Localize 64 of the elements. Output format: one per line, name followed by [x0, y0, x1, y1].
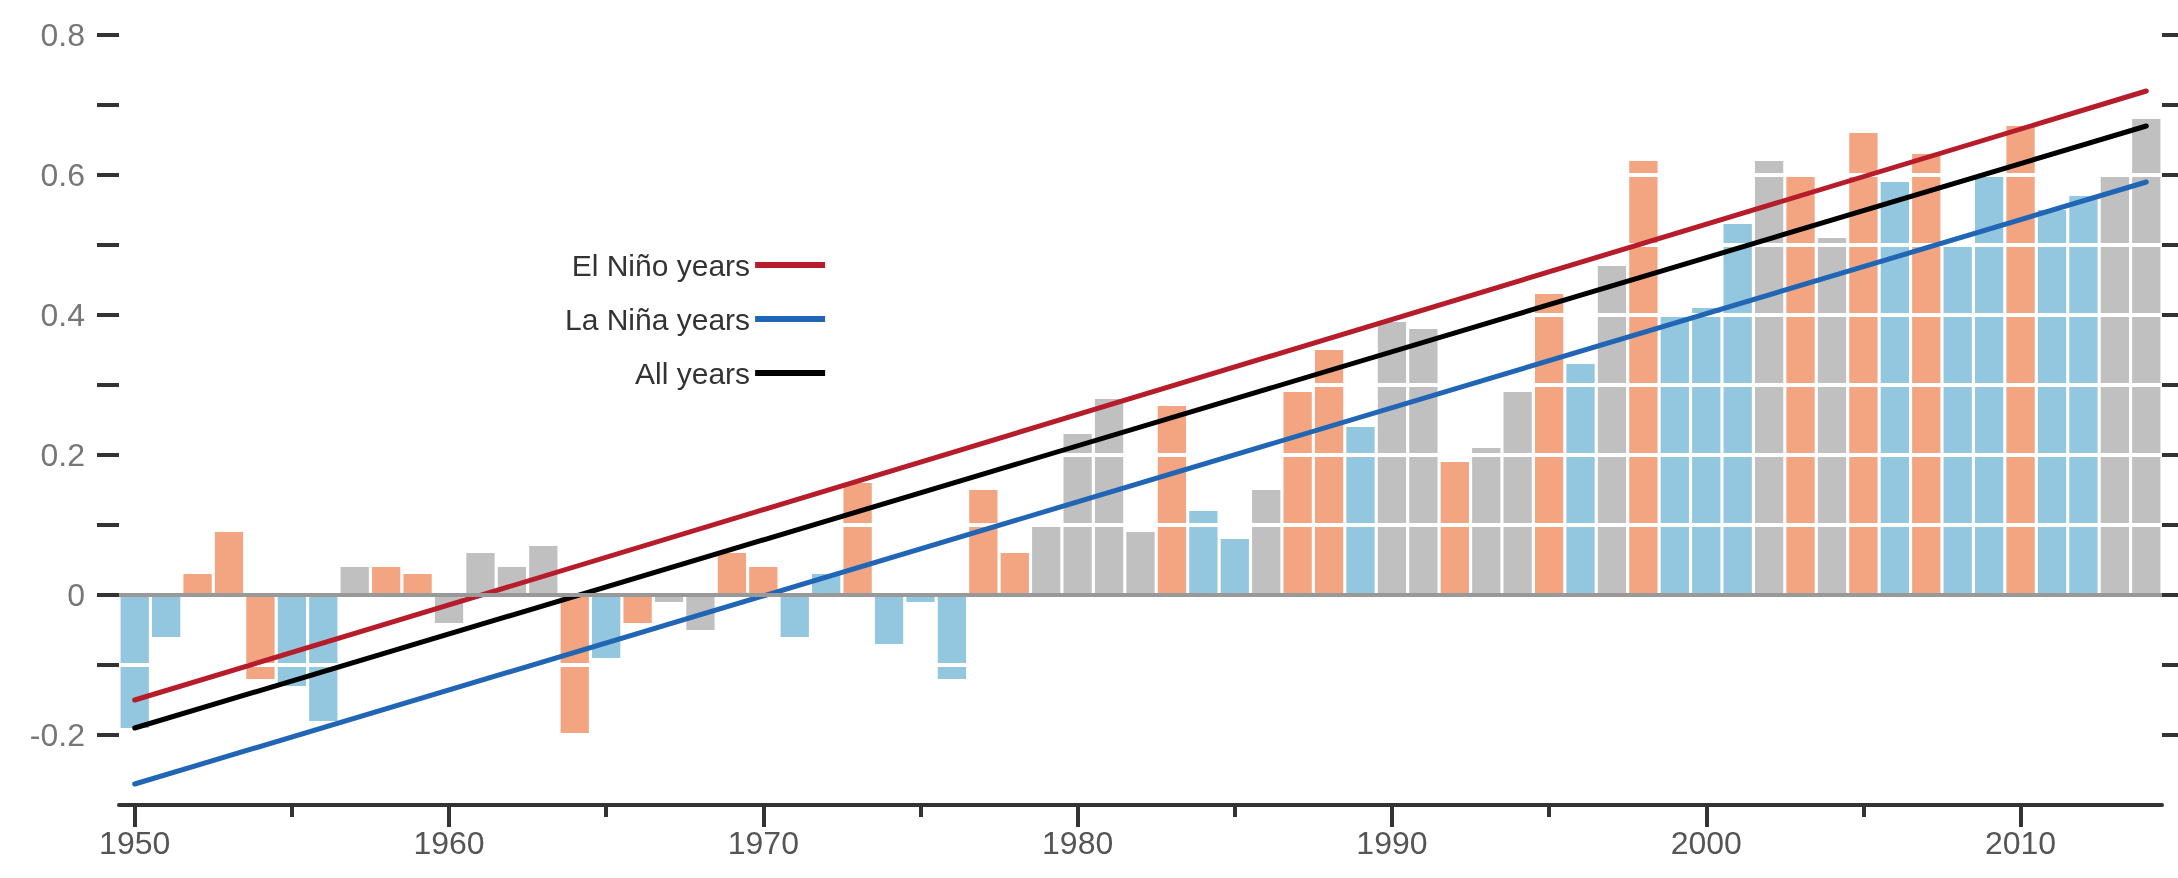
- bar: [1786, 175, 1815, 595]
- bar: [1629, 161, 1658, 595]
- bar: [1597, 266, 1627, 595]
- y-tick-label: 0.4: [40, 297, 85, 333]
- x-tick-label: 1950: [99, 825, 171, 861]
- x-tick-label: 2000: [1670, 825, 1742, 861]
- y-tick-label: 0.8: [40, 17, 85, 53]
- bar: [1817, 238, 1847, 595]
- bar: [214, 532, 244, 595]
- bar: [183, 574, 212, 595]
- x-tick-label: 1970: [727, 825, 799, 861]
- bar: [1534, 294, 1564, 595]
- bar: [1409, 329, 1438, 595]
- bar: [403, 574, 432, 595]
- bar: [1063, 434, 1092, 595]
- bar: [1346, 427, 1375, 595]
- bar: [2132, 119, 2161, 595]
- bar: [2037, 210, 2067, 595]
- bar: [1220, 539, 1249, 595]
- bar: [2100, 175, 2129, 595]
- bar: [937, 595, 967, 679]
- bar: [1032, 525, 1061, 595]
- x-tick-label: 1990: [1356, 825, 1428, 861]
- bar: [1472, 448, 1501, 595]
- legend-label: El Niño years: [571, 248, 751, 282]
- bar: [1912, 154, 1941, 595]
- bar: [1377, 322, 1407, 595]
- y-tick-label: 0.6: [40, 157, 85, 193]
- bar: [1252, 490, 1281, 595]
- bar: [1440, 462, 1469, 595]
- bar: [1974, 175, 2004, 595]
- y-tick-label: -0.2: [29, 717, 85, 753]
- bar: [1126, 532, 1155, 595]
- bar: [1754, 161, 1784, 595]
- bar: [1566, 364, 1595, 595]
- bar: [874, 595, 904, 644]
- bar: [372, 567, 401, 595]
- bar: [1000, 553, 1029, 595]
- x-tick-label: 1980: [1042, 825, 1114, 861]
- bar: [1723, 224, 1752, 595]
- bar: [1943, 245, 1972, 595]
- bar: [466, 553, 495, 595]
- y-tick-label: 0: [67, 577, 85, 613]
- legend-label: La Niña years: [564, 302, 751, 336]
- bar: [623, 595, 652, 623]
- bar: [780, 595, 809, 637]
- bar: [152, 595, 181, 637]
- x-tick-label: 1960: [413, 825, 485, 861]
- bar: [1849, 133, 1878, 595]
- bar: [1283, 392, 1312, 595]
- bar: [717, 553, 747, 595]
- bar: [120, 595, 149, 728]
- bar: [1692, 308, 1721, 595]
- bar: [1503, 392, 1532, 595]
- x-tick-label: 2010: [1984, 825, 2057, 861]
- bar: [2069, 196, 2098, 595]
- bar: [1189, 511, 1218, 595]
- bar: [340, 567, 369, 595]
- bar: [246, 595, 275, 679]
- legend-label: All years: [635, 356, 751, 390]
- bar: [1880, 182, 1909, 595]
- bar: [1660, 315, 1689, 595]
- y-tick-label: 0.2: [40, 437, 85, 473]
- bar: [2006, 126, 2035, 595]
